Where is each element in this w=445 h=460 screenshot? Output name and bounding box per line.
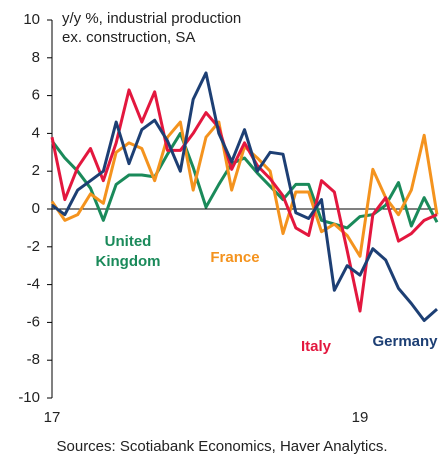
y-tick-label: -2 bbox=[27, 238, 40, 255]
series-line bbox=[51, 71, 438, 323]
y-tick-label: 0 bbox=[32, 200, 40, 217]
y-tick-label: -4 bbox=[27, 276, 40, 293]
legend-label: Kingdom bbox=[96, 253, 161, 270]
y-tick-label: 10 bbox=[23, 11, 40, 28]
y-tick-label: -8 bbox=[27, 351, 40, 368]
legend-label: France bbox=[210, 249, 259, 266]
y-tick-label: 4 bbox=[32, 124, 40, 141]
y-tick-label: 2 bbox=[32, 162, 40, 179]
series-line bbox=[50, 88, 438, 313]
chart-title: ex. construction, SA bbox=[62, 29, 195, 46]
x-tick-label: 19 bbox=[352, 409, 369, 426]
y-tick-label: -10 bbox=[18, 389, 40, 406]
y-tick-label: -6 bbox=[27, 313, 40, 330]
x-tick-label: 17 bbox=[44, 409, 61, 426]
chart-title: y/y %, industrial production bbox=[62, 10, 241, 27]
legend-label: United bbox=[105, 233, 152, 250]
y-tick-label: 8 bbox=[32, 49, 40, 66]
legend-label: Italy bbox=[301, 338, 332, 355]
series-line bbox=[50, 120, 439, 258]
source: Sources: Scotiabank Economics, Haver Ana… bbox=[57, 438, 388, 455]
y-tick-label: 6 bbox=[32, 87, 40, 104]
legend-label: Germany bbox=[372, 333, 438, 350]
